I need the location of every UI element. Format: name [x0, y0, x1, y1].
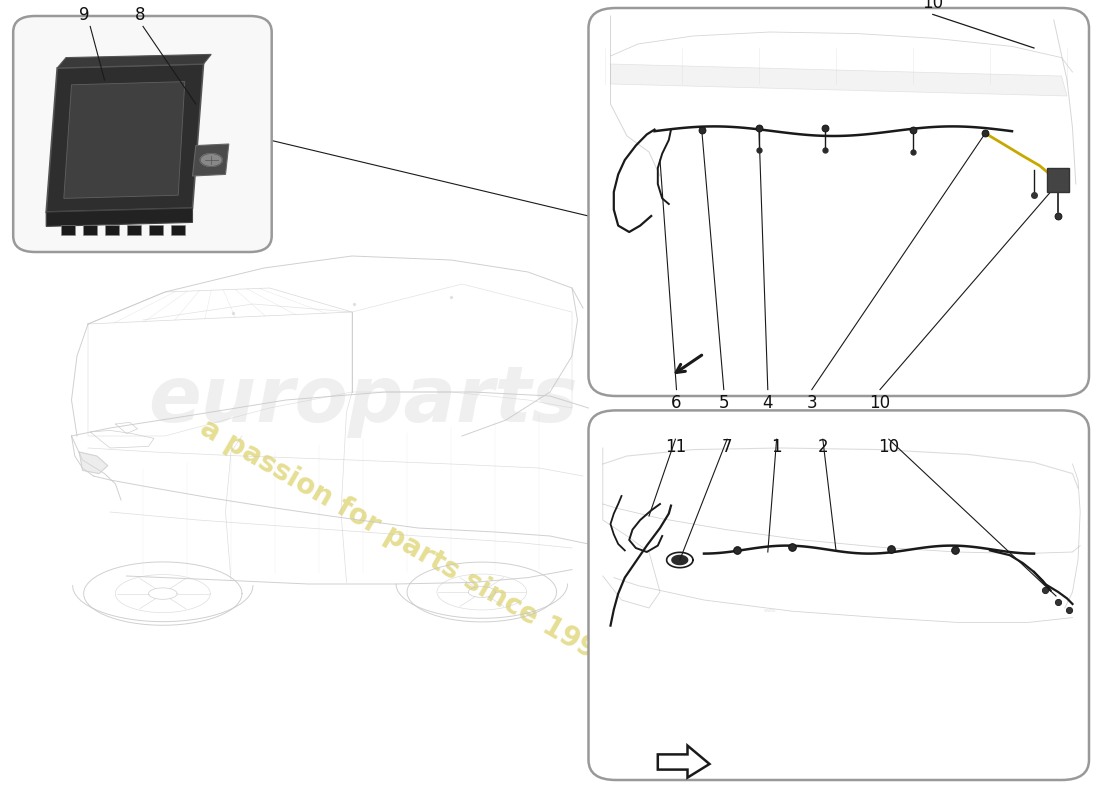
Bar [1047, 168, 1069, 192]
FancyBboxPatch shape [588, 8, 1089, 396]
Text: 10: 10 [869, 394, 891, 411]
Polygon shape [658, 746, 710, 778]
Text: 3: 3 [806, 394, 817, 411]
Text: 1: 1 [771, 438, 782, 455]
Bar [148, 225, 163, 235]
Text: www.: www. [763, 608, 777, 613]
Polygon shape [57, 54, 211, 68]
Polygon shape [672, 555, 688, 565]
Bar [60, 225, 75, 235]
Polygon shape [46, 64, 204, 212]
Bar [170, 225, 185, 235]
Bar [104, 225, 119, 235]
Bar [126, 225, 141, 235]
Bar [82, 225, 97, 235]
Text: europarts: europarts [148, 362, 578, 438]
Text: 2: 2 [817, 438, 828, 455]
Text: 4: 4 [762, 394, 773, 411]
Text: 10: 10 [922, 0, 944, 12]
Polygon shape [200, 154, 222, 166]
FancyBboxPatch shape [13, 16, 272, 252]
Polygon shape [610, 64, 1067, 96]
Text: 6: 6 [671, 394, 682, 411]
Polygon shape [46, 208, 192, 226]
Text: 8: 8 [134, 6, 145, 24]
Polygon shape [192, 144, 229, 176]
Text: 9: 9 [79, 6, 90, 24]
Text: 10: 10 [878, 438, 900, 455]
Polygon shape [64, 82, 185, 198]
FancyBboxPatch shape [588, 410, 1089, 780]
Text: 5: 5 [718, 394, 729, 411]
Text: 11: 11 [664, 438, 686, 455]
Text: a passion for parts since 1999: a passion for parts since 1999 [196, 414, 618, 674]
Text: 7: 7 [722, 438, 733, 455]
Polygon shape [79, 452, 108, 474]
